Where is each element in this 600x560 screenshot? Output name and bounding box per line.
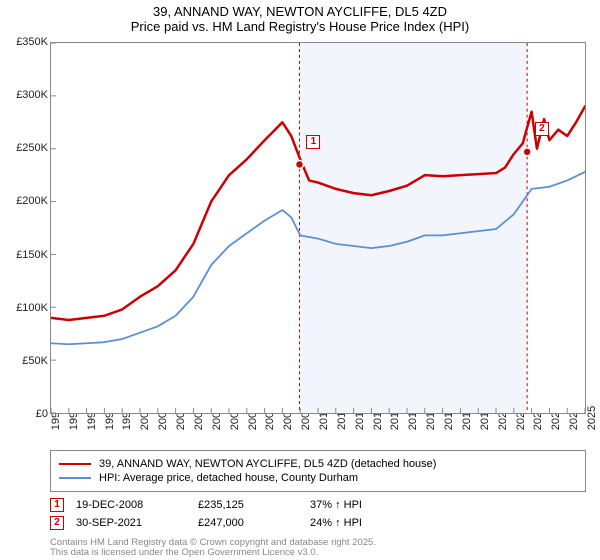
sale-date: 30-SEP-2021 <box>76 517 186 529</box>
sale-marker-1: 1 <box>306 135 320 149</box>
legend-label: 39, ANNAND WAY, NEWTON AYCLIFFE, DL5 4ZD… <box>99 458 436 470</box>
footer-line-2: This data is licensed under the Open Gov… <box>50 548 586 558</box>
y-tick-label: £150K <box>0 249 48 261</box>
title-line-2: Price paid vs. HM Land Registry's House … <box>0 19 600 34</box>
legend-swatch <box>59 477 91 479</box>
sale-row: 1 19-DEC-2008 £235,125 37% ↑ HPI <box>50 498 586 512</box>
sale-pct-vs-hpi: 24% ↑ HPI <box>310 517 410 529</box>
y-tick-label: £300K <box>0 89 48 101</box>
chart-plot-area: 12 <box>50 42 586 414</box>
legend-swatch <box>59 463 91 466</box>
sales-table: 1 19-DEC-2008 £235,125 37% ↑ HPI 2 30-SEP-202… <box>50 494 586 534</box>
y-tick-label: £0 <box>0 408 48 420</box>
sale-marker-2: 2 <box>535 122 549 136</box>
sale-price: £235,125 <box>198 499 298 511</box>
footer-attribution: Contains HM Land Registry data © Crown c… <box>50 538 586 559</box>
legend-row: 39, ANNAND WAY, NEWTON AYCLIFFE, DL5 4ZD… <box>59 458 577 470</box>
sale-marker-box: 1 <box>50 498 64 512</box>
sale-pct-vs-hpi: 37% ↑ HPI <box>310 499 410 511</box>
legend-label: HPI: Average price, detached house, Coun… <box>99 472 358 484</box>
y-tick-label: £50K <box>0 355 48 367</box>
y-tick-label: £200K <box>0 195 48 207</box>
title-line-1: 39, ANNAND WAY, NEWTON AYCLIFFE, DL5 4ZD <box>0 4 600 19</box>
y-tick-label: £350K <box>0 36 48 48</box>
chart-svg <box>51 43 585 413</box>
chart-title-block: 39, ANNAND WAY, NEWTON AYCLIFFE, DL5 4ZD… <box>0 0 600 34</box>
x-tick-label: 2025 <box>586 406 598 430</box>
sale-price: £247,000 <box>198 517 298 529</box>
sale-row: 2 30-SEP-2021 £247,000 24% ↑ HPI <box>50 516 586 530</box>
y-tick-label: £250K <box>0 142 48 154</box>
sale-date: 19-DEC-2008 <box>76 499 186 511</box>
legend-row: HPI: Average price, detached house, Coun… <box>59 472 577 484</box>
y-tick-label: £100K <box>0 302 48 314</box>
sale-marker-box: 2 <box>50 516 64 530</box>
legend: 39, ANNAND WAY, NEWTON AYCLIFFE, DL5 4ZD… <box>50 450 586 492</box>
